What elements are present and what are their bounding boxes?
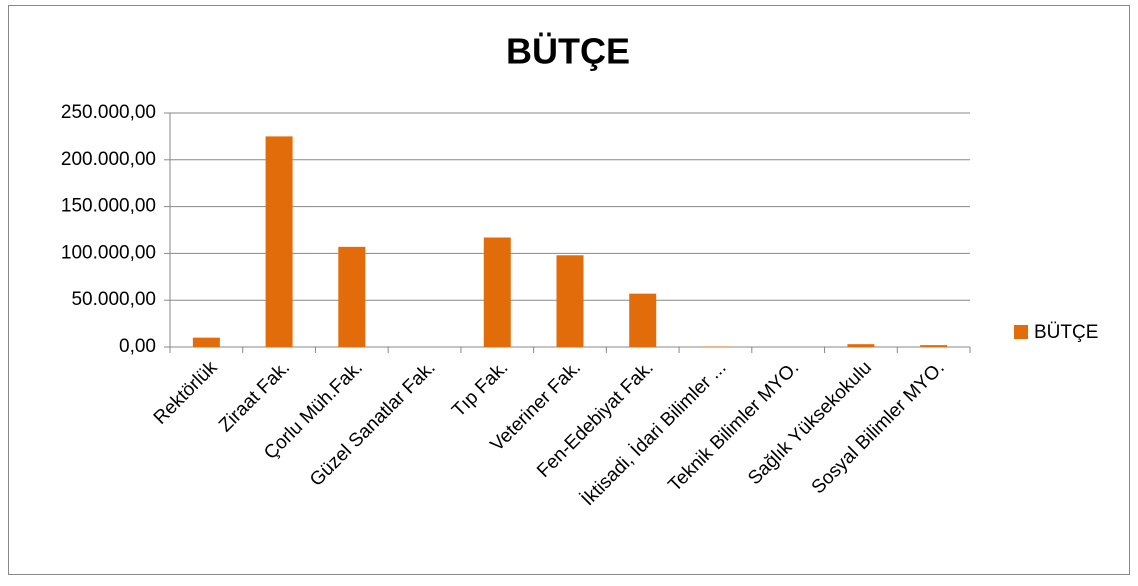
bar — [629, 294, 656, 347]
bar — [557, 255, 584, 347]
y-tick-label: 250.000,00 — [61, 102, 156, 123]
chart-title: BÜTÇE — [506, 31, 630, 72]
legend-swatch — [1014, 325, 1028, 339]
bar — [338, 247, 365, 347]
legend-label: BÜTÇE — [1034, 322, 1098, 343]
y-tick-label: 0,00 — [119, 336, 156, 357]
y-tick-label: 100.000,00 — [61, 242, 156, 263]
bar — [484, 237, 511, 347]
y-tick-label: 200.000,00 — [61, 149, 156, 170]
y-tick-label: 150.000,00 — [61, 196, 156, 217]
bar — [266, 136, 293, 347]
bar — [920, 345, 947, 347]
y-tick-label: 50.000,00 — [71, 289, 156, 310]
bar — [193, 338, 220, 347]
bar — [847, 344, 874, 347]
